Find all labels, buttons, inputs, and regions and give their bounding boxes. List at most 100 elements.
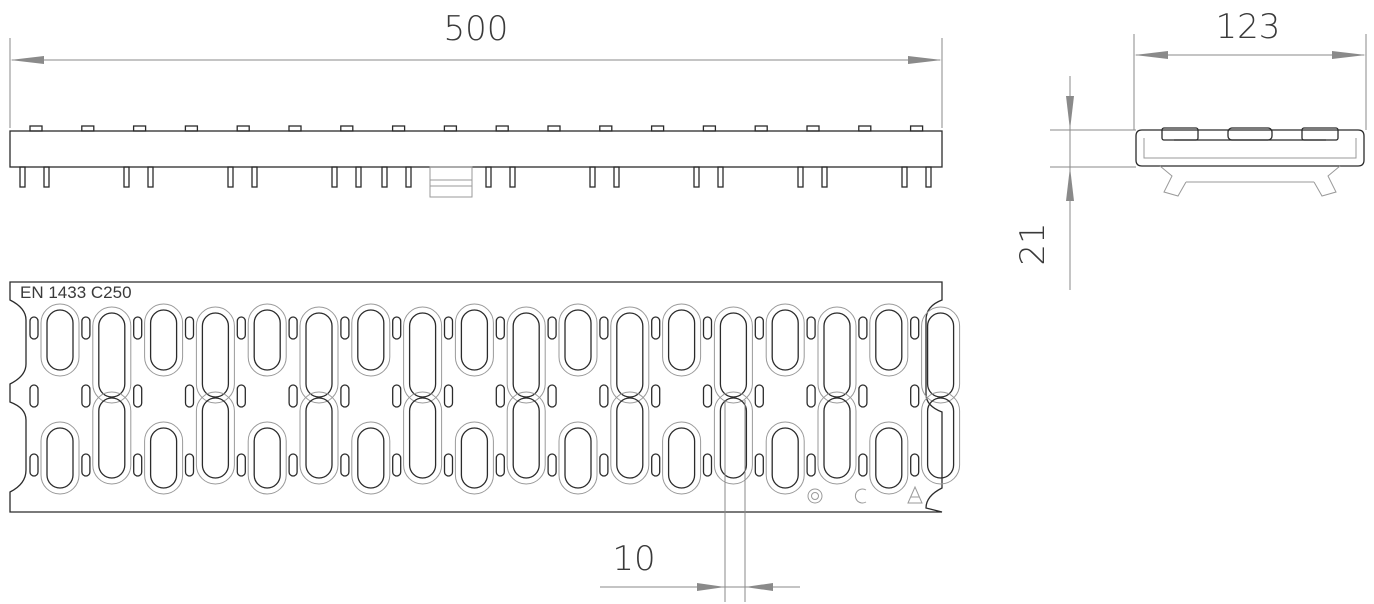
slot (921, 391, 961, 485)
slot (236, 453, 246, 477)
slot (599, 316, 609, 340)
slot (910, 384, 920, 408)
slot-width-dimension: 10 (600, 400, 800, 602)
slot (340, 453, 350, 477)
slot (817, 391, 857, 485)
slot (81, 384, 91, 408)
leg (485, 166, 492, 188)
slot (599, 453, 609, 477)
slot (651, 316, 661, 340)
leg (717, 166, 724, 188)
slot (858, 316, 868, 340)
leg (43, 166, 50, 188)
slot (713, 391, 753, 485)
slot (247, 303, 287, 377)
slot (40, 421, 80, 495)
slot (403, 306, 443, 404)
slot (443, 384, 454, 408)
arrow-left-icon (1134, 51, 1168, 59)
grate-outline (9, 281, 943, 513)
leg (147, 166, 154, 188)
slot (299, 306, 339, 404)
slot (29, 453, 39, 477)
slot (81, 453, 91, 477)
slot (288, 453, 298, 477)
slot (236, 316, 246, 340)
slot (547, 384, 557, 408)
slot (184, 384, 195, 408)
slot (144, 303, 184, 377)
slot (547, 453, 557, 477)
slot (506, 306, 546, 404)
slot (869, 303, 909, 377)
bump (754, 125, 768, 132)
slot (765, 421, 805, 495)
leg (123, 166, 130, 188)
bump (29, 125, 43, 132)
top-view-grate: EN 1433 C250 (9, 281, 961, 513)
grate-slots (29, 303, 961, 495)
slot (340, 384, 350, 408)
slot (443, 453, 454, 477)
slot (506, 391, 546, 485)
side-view-clip (429, 166, 473, 198)
slot (454, 303, 494, 377)
slot (702, 384, 713, 408)
leg (331, 166, 338, 188)
bump (650, 125, 665, 132)
end-view (1135, 127, 1365, 197)
slot (133, 316, 143, 340)
side-view-body (9, 130, 943, 168)
slot (81, 316, 91, 340)
slot (236, 384, 246, 408)
circle-mark-icon (807, 488, 823, 504)
grate-marking-text: EN 1433 C250 (20, 283, 132, 302)
slot (869, 421, 909, 495)
slot (184, 453, 195, 477)
slot (340, 316, 350, 340)
leg (821, 166, 828, 188)
slot (29, 316, 39, 340)
slot (858, 384, 868, 408)
slot (662, 421, 702, 495)
slot (858, 453, 868, 477)
slot (299, 391, 339, 485)
arrow-left-icon (10, 56, 44, 64)
slot (754, 384, 764, 408)
leg (19, 166, 26, 188)
slot (806, 384, 816, 408)
slot (806, 453, 816, 477)
slot (403, 391, 443, 485)
slot (144, 421, 184, 495)
leg (381, 166, 388, 188)
certification-marks (807, 485, 923, 504)
bump (184, 125, 199, 132)
bump (132, 125, 147, 132)
a-mark-icon (907, 485, 923, 504)
bump (340, 125, 354, 132)
bump (909, 125, 924, 132)
slot (610, 391, 650, 485)
side-view-top-bumps (29, 125, 924, 132)
slot (184, 316, 195, 340)
slot (443, 316, 454, 340)
arrow-right-icon (908, 56, 942, 64)
leg (901, 166, 908, 188)
slot (351, 421, 391, 495)
slot (392, 316, 402, 340)
slot (662, 303, 702, 377)
slot (195, 391, 235, 485)
bump (391, 125, 406, 132)
slot (29, 384, 39, 408)
slot (754, 316, 764, 340)
height-dimension-label: 21 (1013, 222, 1053, 265)
slot (702, 453, 713, 477)
slot (806, 316, 816, 340)
slot (92, 306, 132, 404)
slot (495, 453, 505, 477)
slot (495, 316, 505, 340)
height-dimension: 21 (1013, 76, 1136, 290)
slot (195, 306, 235, 404)
side-view-legs (19, 166, 932, 188)
slot (454, 421, 494, 495)
